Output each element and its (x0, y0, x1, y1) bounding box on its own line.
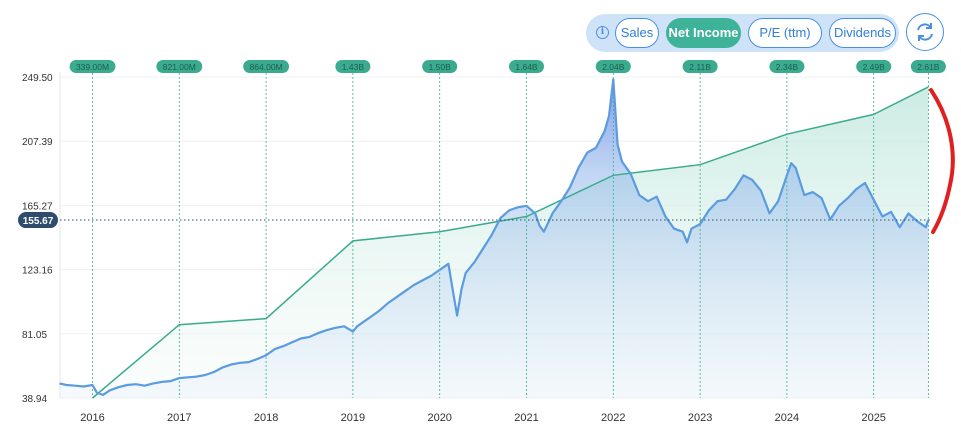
marker-pill-label: 2.34B (776, 62, 799, 72)
y-tick-label: 123.16 (22, 266, 53, 277)
marker-pill (595, 60, 631, 73)
marker-pill-label: 2.61B (917, 62, 940, 72)
marker-pill-label: 1.43B (342, 62, 365, 72)
marker-pill (910, 60, 946, 73)
net-income-markers: 339.00M 821.00M 864.00M 1.43B 1.50B 1.64B 2.04… (69, 60, 946, 73)
red-annotation-bracket (929, 88, 955, 234)
marker-pill (69, 60, 116, 73)
x-tick-label: 2021 (514, 412, 538, 424)
marker-pill (422, 60, 458, 73)
x-tick-label: 2025 (861, 412, 885, 424)
x-tick-label: 2018 (254, 412, 278, 424)
y-tick-label: 207.39 (22, 137, 53, 148)
marker-pill (856, 60, 892, 73)
marker-pill (243, 60, 289, 73)
x-tick-label: 2022 (601, 412, 625, 424)
price-area-fill (59, 79, 929, 399)
tab-net-income[interactable]: Net Income (666, 18, 741, 48)
tab-dividends[interactable]: Dividends (829, 18, 896, 48)
marker-pill (682, 60, 718, 73)
marker-pill (335, 60, 371, 73)
marker-pill-label: 1.64B (515, 62, 538, 72)
current-price-indicator: 155.67 (18, 212, 930, 229)
price-line-path (59, 78, 930, 396)
net-income-line (92, 86, 929, 399)
x-tick-label: 2024 (775, 412, 799, 424)
metric-toolbar: i Sales Net Income P/E (ttm) Dividends (586, 14, 899, 52)
x-tick-label: 2020 (427, 412, 451, 424)
y-tick-label: 165.27 (22, 201, 53, 212)
x-axis-ticks: 2016 2017 2018 2019 2020 2021 2022 2023 2024 2025 (80, 412, 886, 424)
x-tick-label: 2023 (688, 412, 712, 424)
marker-pill-label: 339.00M (76, 62, 109, 72)
refresh-button[interactable] (906, 13, 944, 51)
refresh-icon (917, 23, 933, 41)
price-area (59, 79, 929, 399)
tab-sales[interactable]: Sales (615, 18, 659, 48)
marker-pill-label: 2.11B (689, 62, 711, 72)
y-axis-ticks: 38.94 81.05 123.16 165.27 207.39 249.50 (22, 73, 53, 405)
x-tick-label: 2017 (167, 412, 191, 424)
x-tick-label: 2016 (80, 412, 104, 424)
marker-pill (156, 60, 203, 73)
y-tick-label: 249.50 (22, 73, 53, 84)
net-income-line-path (92, 86, 929, 399)
marker-pill-label: 2.49B (863, 62, 886, 72)
tab-pe-ttm[interactable]: P/E (ttm) (748, 18, 822, 48)
marker-pill-label: 1.50B (429, 62, 452, 72)
marker-pill-label: 864.00M (250, 62, 283, 72)
price-line (59, 78, 930, 396)
y-tick-label: 81.05 (22, 330, 47, 341)
current-price-badge (18, 212, 58, 229)
y-tick-label: 38.94 (22, 394, 47, 405)
marker-pill (509, 60, 544, 73)
x-tick-label: 2019 (341, 412, 365, 424)
current-price-label: 155.67 (23, 216, 54, 227)
marker-pill-label: 2.04B (602, 62, 625, 72)
marker-pill (769, 60, 805, 73)
marker-pill-label: 821.00M (163, 62, 196, 72)
info-icon[interactable]: i (596, 26, 609, 39)
